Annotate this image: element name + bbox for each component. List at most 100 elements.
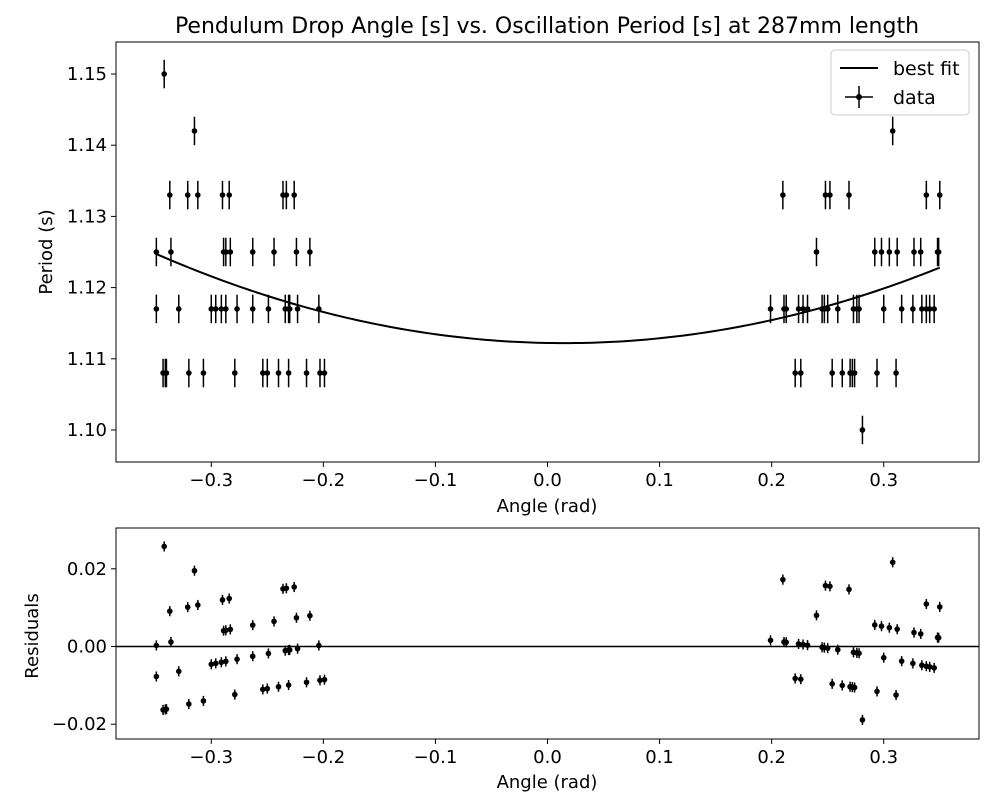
residual-point [813, 612, 820, 619]
residual-point [293, 614, 300, 621]
residual-point [886, 624, 893, 631]
residual-point [200, 698, 207, 704]
data-point [889, 128, 896, 134]
data-point [212, 306, 219, 312]
residual-point [168, 639, 174, 645]
data-point [232, 370, 238, 376]
residual-point [827, 583, 833, 590]
data-point [813, 249, 820, 255]
top-x-ticks: −0.3 −0.2 −0.1 0.0 0.1 0.2 0.3 [189, 462, 898, 491]
residual-point [223, 627, 229, 634]
top-y-tick-label: 1.11 [67, 349, 107, 370]
residual-point [223, 658, 229, 665]
data-point [824, 306, 831, 312]
data-point [926, 306, 933, 312]
residual-point [283, 585, 290, 592]
data-point [163, 370, 170, 376]
residual-point [926, 664, 933, 670]
data-point [264, 370, 271, 376]
top-x-tick-label: 0.3 [869, 470, 898, 491]
residual-point [191, 567, 198, 574]
residual-point [166, 608, 173, 614]
data-point [871, 249, 878, 255]
residual-point [919, 662, 925, 669]
data-point [153, 306, 160, 312]
data-point [316, 306, 322, 312]
top-plot-area [153, 59, 943, 445]
data-point [893, 370, 899, 376]
residual-point [797, 676, 804, 682]
top-y-tick-label: 1.15 [67, 64, 107, 85]
data-point [223, 306, 229, 312]
residual-point [800, 641, 806, 648]
data-point [195, 192, 201, 198]
data-point [829, 370, 835, 376]
residual-point [186, 701, 192, 707]
residual-point [184, 604, 191, 610]
residual-point [829, 681, 835, 687]
bottom-y-tick-label: 0.00 [67, 637, 107, 658]
data-point [931, 306, 937, 312]
data-point [898, 306, 905, 312]
data-point [935, 249, 942, 255]
data-point [168, 249, 174, 255]
residual-point [303, 679, 310, 686]
data-point [307, 249, 313, 255]
bottom-x-tick-label: 0.0 [533, 747, 562, 768]
chart-title: Pendulum Drop Angle [s] vs. Oscillation … [175, 14, 919, 39]
data-point [200, 370, 207, 376]
bottom-axes-frame [115, 527, 980, 740]
residual-point [307, 612, 313, 619]
data-point [822, 192, 829, 198]
residual-point [910, 660, 916, 667]
bottom-x-ticks: −0.3 −0.2 −0.1 0.0 0.1 0.2 0.3 [189, 739, 898, 768]
bottom-x-tick-label: −0.2 [301, 747, 345, 768]
residual-point [783, 639, 790, 646]
residual-point [923, 601, 930, 607]
data-point [795, 306, 802, 312]
residual-point [893, 692, 899, 698]
data-point [783, 306, 790, 312]
data-point [894, 249, 900, 255]
top-y-tick-label: 1.10 [67, 420, 107, 441]
legend-box [830, 49, 970, 116]
bottom-y-axis-label: Residuals [22, 593, 43, 678]
residual-point [935, 634, 942, 641]
data-point [223, 249, 229, 255]
top-x-tick-label: 0.2 [757, 470, 786, 491]
residual-point [175, 668, 182, 675]
data-point [839, 370, 846, 376]
data-point [800, 306, 806, 312]
bottom-x-tick-label: −0.3 [189, 747, 233, 768]
data-point [780, 192, 786, 198]
data-point [271, 249, 277, 255]
residual-point [894, 626, 900, 632]
data-point [293, 249, 300, 255]
residual-point [822, 582, 829, 589]
data-point [166, 192, 173, 198]
residual-point [227, 626, 234, 633]
data-point [936, 192, 943, 198]
data-point [249, 249, 256, 255]
residual-point [917, 631, 924, 637]
legend-data-label: data [893, 87, 936, 109]
residual-point [212, 660, 219, 667]
data-point [186, 370, 192, 376]
bottom-x-tick-label: 0.3 [869, 747, 898, 768]
residual-point [795, 641, 802, 647]
residual-point [856, 650, 862, 657]
top-x-tick-label: 0.1 [645, 470, 674, 491]
data-point [218, 306, 225, 312]
residual-point [265, 650, 272, 657]
data-point [226, 192, 232, 198]
data-point [804, 306, 811, 312]
legend: best fit data [830, 49, 970, 116]
data-point [227, 249, 234, 255]
residual-point [780, 576, 786, 583]
bottom-x-tick-label: −0.1 [414, 747, 458, 768]
data-point [184, 192, 191, 198]
data-point [265, 306, 272, 312]
residual-point [153, 673, 160, 680]
data-point [923, 192, 930, 198]
